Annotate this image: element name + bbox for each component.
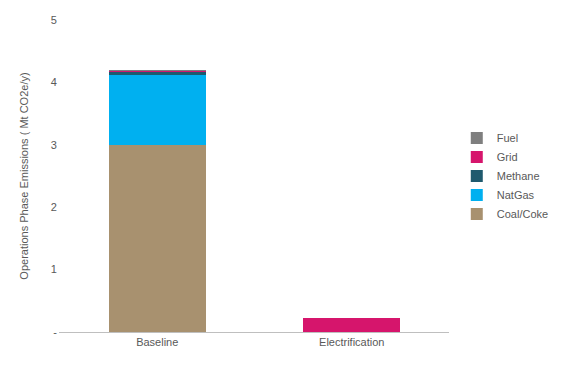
svg-text:5: 5 (51, 14, 57, 26)
svg-text:Coal/Coke: Coal/Coke (497, 208, 548, 220)
svg-text:Grid: Grid (497, 151, 518, 163)
svg-text:3: 3 (51, 139, 57, 151)
svg-text:Methane: Methane (497, 170, 540, 182)
svg-text:Operations Phase Emissions ( M: Operations Phase Emissions ( Mt CO2e/y) (18, 72, 30, 279)
svg-text:Electrification: Electrification (319, 336, 384, 348)
svg-text:4: 4 (51, 76, 57, 88)
svg-text:NatGas: NatGas (497, 189, 535, 201)
svg-text:Baseline: Baseline (136, 336, 178, 348)
svg-text:Fuel: Fuel (497, 132, 518, 144)
svg-text:2: 2 (51, 201, 57, 213)
svg-text:-: - (53, 326, 57, 338)
svg-text:1: 1 (51, 263, 57, 275)
